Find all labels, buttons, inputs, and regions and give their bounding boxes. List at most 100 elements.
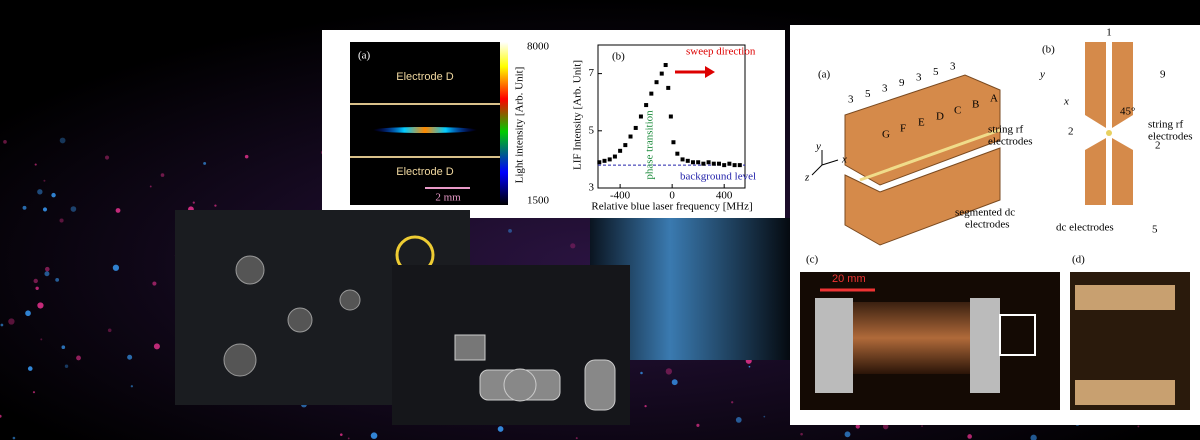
bokeh-dot [33,278,38,284]
bokeh-dot [42,207,48,212]
segment-name: A [990,93,998,105]
segment-width: 5 [865,88,871,100]
data-point [711,161,716,166]
bokeh-dot [25,310,31,317]
data-point [623,143,628,148]
segment-name: F [900,123,906,135]
box [454,334,486,361]
bokeh-dot [1137,425,1140,428]
bokeh-dot [735,417,742,423]
data-point [666,85,671,90]
bokeh-dot [339,433,343,436]
optic-mount [223,343,257,377]
axis-label: x [841,154,847,166]
bokeh-dot [748,365,751,368]
flange [503,368,537,402]
bokeh-dot [70,206,77,212]
data-point [612,154,617,159]
segment-width: 3 [916,72,922,84]
bokeh-dot [37,189,43,195]
fluorescence-image [350,42,500,205]
dc-label: segmented dc [955,207,1015,219]
bokeh-dot [3,140,7,144]
electrode-block [844,74,1001,186]
bokeh-dot [12,436,16,440]
electrode-label: Electrode D [396,71,454,83]
bokeh-dot [696,423,700,427]
angle: 45° [1120,106,1135,118]
bokeh-dot [61,345,66,350]
bokeh-dot [76,355,81,361]
pipe [584,359,616,411]
data-point [654,80,659,85]
colorbar-title: Light intensity [Arb. Unit] [514,67,526,184]
data-point [597,160,602,165]
electrode-b [1112,42,1133,128]
bokeh-dot [160,173,165,177]
bokeh-dot [844,431,851,438]
bokeh-dot [59,137,66,144]
bokeh-dot [192,201,195,204]
data-point [659,71,664,76]
electrode-block [844,147,1001,246]
axes-icon [811,150,839,176]
colorbar [500,42,508,205]
bokeh-dot [665,368,673,375]
optic-mount [235,255,265,285]
ion-string [373,127,477,133]
bokeh-dot [0,323,4,327]
panel-label: (a) [358,50,371,62]
bokeh-dot [149,185,152,188]
bokeh-dot [855,424,860,429]
bokeh-dot [575,437,578,440]
dc-label: dc electrodes [1056,222,1114,234]
segment-width: 3 [882,83,888,95]
data-point [663,63,668,68]
bokeh-dot [153,343,160,350]
rf-label: electrodes [1148,131,1193,143]
rf-electrode [859,128,1001,182]
bokeh-dot [40,338,43,341]
segment-name: B [972,99,979,111]
bokeh-dot [104,155,110,160]
data-point [680,157,685,162]
electrode-b [1085,138,1106,205]
data-point [633,125,638,130]
y-axis-label: LIF Intensity [Arb. Unit] [572,60,584,170]
bokeh-dot [107,328,112,333]
bokeh-dot [0,414,2,418]
bokeh-dot [115,208,121,213]
bokeh-dot [671,379,678,386]
axis-label: y [815,141,821,153]
dimension: 9 [1160,69,1166,81]
electrode-closeup [1075,380,1175,405]
bokeh-dot [640,371,643,375]
bokeh-dot [32,391,36,394]
rf-label: string rf [988,124,1023,136]
lif-plot: 3 5 7 -400 0 400 (b) sweep direction phase trans… [572,44,756,213]
data-point [644,103,649,108]
axis [811,164,823,176]
segment-name: E [918,117,925,129]
x-tick-label: 400 [716,190,733,202]
axis [821,159,839,166]
bokeh-dot [347,437,350,440]
plot-frame [597,44,746,189]
scale-label: 20 mm [832,273,866,285]
bokeh-dot [34,163,37,166]
segment-width: 3 [950,61,956,73]
clamp [970,298,1000,393]
optic-mount [339,289,361,311]
electrode-b [1112,138,1133,205]
bokeh-dot [8,318,15,325]
bokeh-dot [127,354,133,360]
data-point [722,163,727,168]
y-tick-label: 7 [589,67,595,79]
bokeh-dot [22,205,27,210]
sweep-arrow-head [705,66,715,78]
bokeh-dot [644,405,647,408]
bokeh-dot [55,277,60,282]
electrode-b [1085,42,1106,128]
bokeh-dot [112,264,120,271]
bokeh-dot [27,366,33,371]
